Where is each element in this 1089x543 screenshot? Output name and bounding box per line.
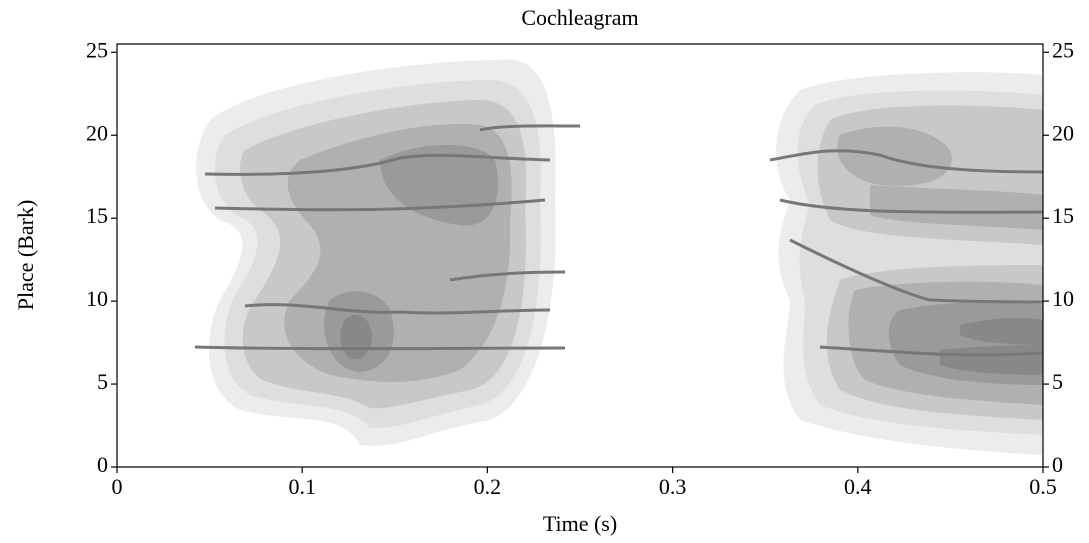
y2-tick-label: 10	[1052, 286, 1074, 311]
x-tick-label: 0.5	[1029, 474, 1057, 499]
plot-frame	[116, 43, 1044, 468]
y-tick-label: 15	[86, 203, 108, 228]
chart-title: Cochleagram	[521, 5, 638, 30]
y-axis-label: Place (Bark)	[13, 200, 38, 311]
x-tick-label: 0	[112, 474, 123, 499]
x-tick-label: 0.3	[659, 474, 687, 499]
x-axis-label: Time (s)	[543, 511, 617, 536]
y2-tick-label: 25	[1052, 37, 1074, 62]
y2-tick-label: 0	[1052, 452, 1063, 477]
y2-tick-label: 5	[1052, 369, 1063, 394]
y-tick-label: 0	[97, 452, 108, 477]
y-tick-label: 10	[86, 286, 108, 311]
x-tick-label: 0.1	[288, 474, 316, 499]
y2-tick-label: 20	[1052, 120, 1074, 145]
x-tick-label: 0.2	[474, 474, 502, 499]
y-tick-label: 20	[86, 120, 108, 145]
y-tick-label: 5	[97, 369, 108, 394]
y-tick-label: 25	[86, 37, 108, 62]
contours	[194, 59, 1043, 455]
y2-tick-label: 15	[1052, 203, 1074, 228]
x-tick-label: 0.4	[844, 474, 872, 499]
